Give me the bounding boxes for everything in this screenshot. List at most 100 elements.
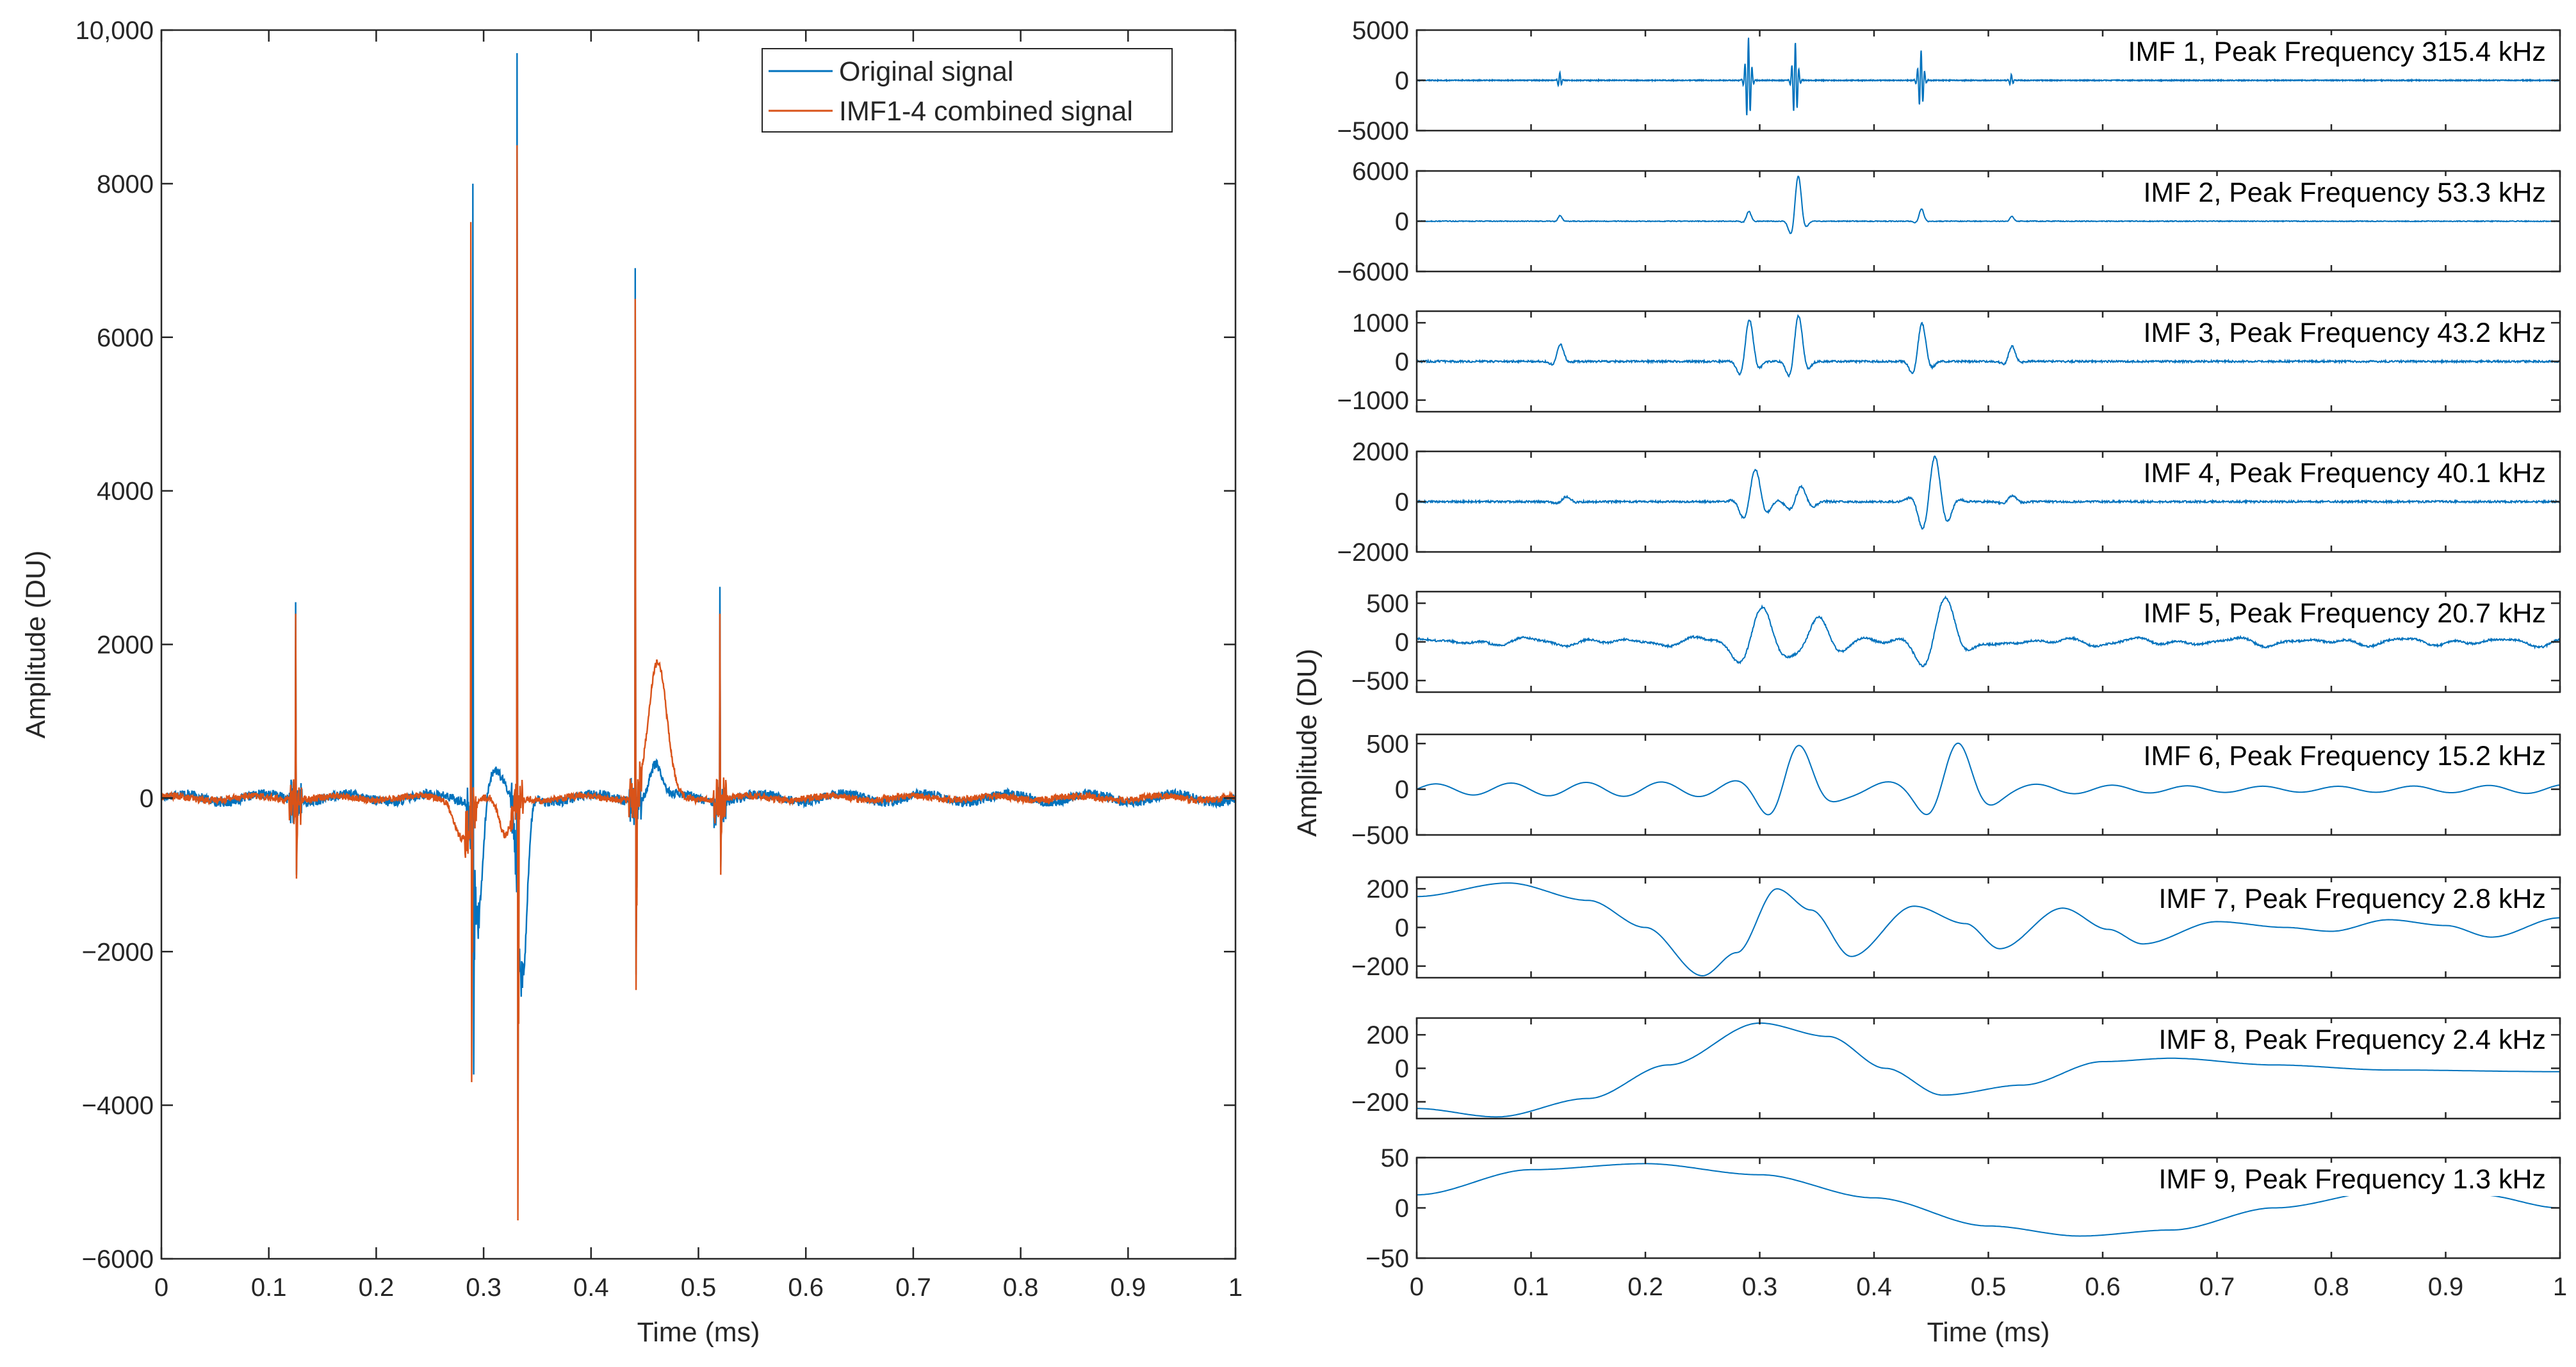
imf-2-line [1416, 175, 2561, 234]
y-tick-label: −1000 [1337, 387, 1409, 415]
imf-7-title-bg [2155, 882, 2550, 916]
y-tick-label: −200 [1351, 953, 1409, 981]
imf-panel-3: −1000 0 1000 IMF 3, Peak Frequency 43.2 kHz [1337, 309, 2561, 415]
imf-5-title-bg [2139, 597, 2550, 630]
y-tick-label: 200 [1366, 875, 1409, 903]
y-tick-label: 8000 [97, 170, 154, 198]
imf-8-line [1417, 1022, 2560, 1118]
x-tick-label: 0.9 [1110, 1274, 1146, 1302]
imf-2-title: IMF 2, Peak Frequency 53.3 kHz [2143, 177, 2546, 208]
imf-6-title-bg [2139, 740, 2550, 773]
x-tick-label: 0.2 [359, 1274, 395, 1302]
x-tick-label: 1 [1228, 1274, 1243, 1302]
x-tick-label: 0.4 [1856, 1273, 1892, 1301]
x-tick-label: 0.6 [2085, 1273, 2121, 1301]
imf-9-title: IMF 9, Peak Frequency 1.3 kHz [2158, 1164, 2546, 1195]
imf-2-title-bg [2139, 176, 2550, 209]
x-tick-label: 0.5 [681, 1274, 717, 1302]
x-tick-label: 0.9 [2428, 1273, 2464, 1301]
series-line-1 [160, 53, 1237, 1121]
imf-8-title-bg [2155, 1023, 2550, 1056]
y-tick-label: 1000 [1352, 309, 1409, 337]
plot-area-frame [160, 29, 1237, 1260]
imf-7-line [1417, 882, 2561, 977]
y-tick-label: −500 [1351, 821, 1409, 850]
y-tick-label: 6000 [1352, 158, 1409, 186]
series-line-2 [160, 145, 1236, 1221]
y-tick-label: −5000 [1337, 117, 1409, 145]
y-tick-label: 0 [1395, 67, 1409, 95]
imf-4-title-bg [2139, 457, 2550, 490]
y-tick-label: 2000 [97, 631, 154, 659]
x-axis-label: Time (ms) [637, 1317, 760, 1348]
imf-5-line [1416, 595, 2561, 668]
imf-1-title-bg [2124, 35, 2550, 69]
left-chart: 0 0.1 0.2 0.3 0.4 0.5 0.6 0.7 0.8 0.9 1 −6000 −4000 −… [20, 17, 1243, 1348]
x-tick-label: 1 [2553, 1273, 2567, 1301]
y-tick-label: −6000 [82, 1245, 154, 1274]
legend-entry-2: IMF1-4 combined signal [839, 96, 1133, 127]
imf-panel-9: −50 0 50 IMF 9, Peak Frequency 1.3 kHz [1365, 1144, 2561, 1273]
y-tick-label: −6000 [1337, 258, 1409, 286]
imf-panel-4: −2000 0 2000 IMF 4, Peak Frequency 40.1 kHz [1337, 438, 2561, 567]
y-tick-label: 10,000 [76, 17, 154, 45]
y-tick-label: 0 [1395, 629, 1409, 657]
imf-4-line [1416, 455, 2561, 530]
y-tick-label: 0 [1395, 1055, 1409, 1083]
imf-4-title: IMF 4, Peak Frequency 40.1 kHz [2143, 458, 2546, 489]
imf-8-title: IMF 8, Peak Frequency 2.4 kHz [2158, 1024, 2546, 1055]
imf-9-title-bg [2155, 1163, 2550, 1196]
legend-box [762, 48, 1173, 133]
y-tick-label: −4000 [82, 1092, 154, 1120]
y-axis-label: Amplitude (DU) [1292, 649, 1323, 837]
x-tick-label: 0.2 [1627, 1273, 1663, 1301]
y-tick-label: 50 [1381, 1144, 1410, 1172]
imf-3-title-bg [2139, 316, 2550, 350]
x-tick-label: 0.5 [1971, 1273, 2007, 1301]
y-tick-label: 200 [1366, 1021, 1409, 1049]
y-tick-label: 0 [1395, 348, 1409, 376]
x-tick-label: 0.1 [251, 1274, 287, 1302]
imf-6-line [1416, 742, 2561, 816]
imf-panel-8: −200 0 200 IMF 8, Peak Frequency 2.4 kHz [1351, 1017, 2561, 1120]
imf-7-title: IMF 7, Peak Frequency 2.8 kHz [2158, 884, 2546, 914]
y-tick-label: 0 [1395, 1195, 1409, 1223]
x-tick-label: 0 [154, 1274, 168, 1302]
imf-5-title: IMF 5, Peak Frequency 20.7 kHz [2143, 598, 2546, 629]
y-tick-label: −2000 [82, 938, 154, 966]
y-tick-label: 4000 [97, 478, 154, 506]
y-tick-label: 2000 [1352, 438, 1409, 466]
y-tick-label: 0 [1395, 776, 1409, 804]
y-tick-label: −2000 [1337, 538, 1409, 567]
y-tick-label: −50 [1365, 1245, 1409, 1273]
imf-6-title: IMF 6, Peak Frequency 15.2 kHz [2143, 741, 2546, 772]
x-tick-label: 0.4 [573, 1274, 609, 1302]
imf-panel-2: −6000 0 6000 IMF 2, Peak Frequency 53.3 kHz [1337, 158, 2561, 286]
x-tick-label: 0.7 [2199, 1273, 2235, 1301]
y-tick-label: 0 [1395, 489, 1409, 517]
x-tick-label: 0.3 [1742, 1273, 1778, 1301]
y-tick-label: 6000 [97, 324, 154, 352]
imf-3-line [1416, 314, 2561, 378]
x-tick-label: 0.7 [895, 1274, 931, 1302]
y-tick-label: 500 [1366, 590, 1409, 618]
imf-3-title: IMF 3, Peak Frequency 43.2 kHz [2143, 318, 2546, 348]
imf-panel-1: −5000 0 5000 IMF 1, Peak Frequency 315.4 kH… [1337, 17, 2561, 145]
y-tick-label: 500 [1366, 730, 1409, 758]
y-tick-label: 0 [1395, 914, 1409, 942]
y-tick-label: −500 [1351, 667, 1409, 695]
imf-1-line [1416, 37, 2561, 116]
x-tick-label: 0.1 [1513, 1273, 1549, 1301]
y-axis-label: Amplitude (DU) [20, 551, 51, 739]
x-axis-label: Time (ms) [1927, 1317, 2050, 1348]
imf-panel-5: −500 0 500 IMF 5, Peak Frequency 20.7 kHz [1351, 590, 2561, 695]
x-tick-label: 0.8 [2313, 1273, 2349, 1301]
y-tick-label: 0 [1395, 208, 1409, 236]
imf-1-title: IMF 1, Peak Frequency 315.4 kHz [2128, 36, 2546, 67]
imf-panel-6: −500 0 500 IMF 6, Peak Frequency 15.2 kHz [1351, 730, 2561, 850]
x-tick-label: 0.3 [466, 1274, 501, 1302]
x-tick-label: 0.8 [1003, 1274, 1039, 1302]
y-tick-label: 0 [140, 784, 154, 813]
